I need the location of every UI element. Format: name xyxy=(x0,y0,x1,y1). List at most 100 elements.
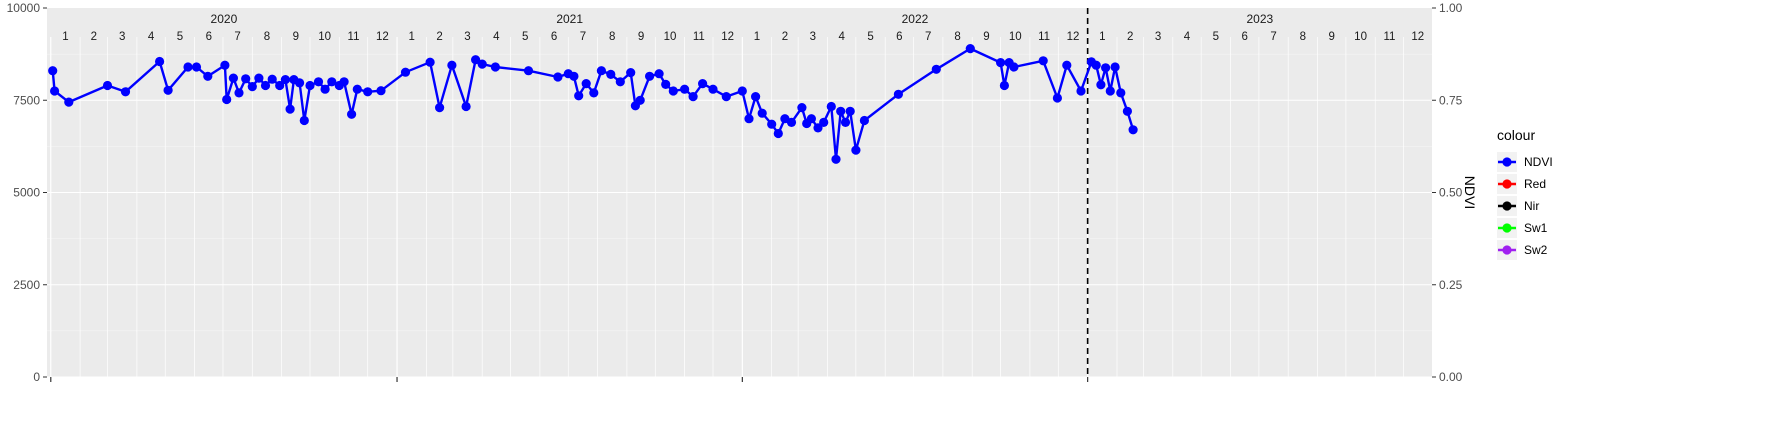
month-label: 8 xyxy=(609,31,615,43)
data-point xyxy=(1105,86,1115,96)
data-point xyxy=(845,106,855,116)
legend-item-red: Red xyxy=(1497,174,1546,194)
data-point xyxy=(569,71,579,81)
data-point xyxy=(744,114,754,124)
data-point xyxy=(50,86,60,96)
data-point xyxy=(275,80,285,91)
legend-key-point xyxy=(1502,179,1512,189)
data-point xyxy=(589,88,599,98)
data-point xyxy=(327,77,337,87)
data-point xyxy=(247,82,257,92)
data-point xyxy=(721,92,731,102)
data-point xyxy=(347,109,357,119)
month-label: 6 xyxy=(551,31,557,43)
data-point xyxy=(313,77,324,87)
data-point xyxy=(220,60,230,70)
data-point xyxy=(102,80,113,91)
month-label: 4 xyxy=(1184,31,1191,43)
data-point xyxy=(320,84,330,94)
data-point xyxy=(352,84,362,94)
data-point xyxy=(461,101,471,112)
data-point xyxy=(48,66,58,76)
y-right-tick-label: 0.75 xyxy=(1439,93,1463,107)
month-label: 5 xyxy=(522,31,528,43)
month-label: 11 xyxy=(1038,31,1050,43)
legend-item-nir: Nir xyxy=(1497,196,1539,216)
y-left-tick-label: 0 xyxy=(33,370,40,384)
month-label: 9 xyxy=(638,31,644,43)
y-right-tick-label: 0.00 xyxy=(1439,370,1463,384)
data-point xyxy=(931,64,941,74)
data-point xyxy=(581,79,591,89)
data-point xyxy=(523,66,534,76)
data-point xyxy=(1091,60,1101,70)
legend-key-point xyxy=(1502,223,1512,233)
data-point xyxy=(806,114,817,124)
data-point xyxy=(654,69,664,79)
data-point xyxy=(859,115,870,126)
month-label: 10 xyxy=(1354,31,1367,43)
data-point xyxy=(228,73,238,83)
month-label: 5 xyxy=(1213,31,1219,43)
data-point xyxy=(965,44,975,54)
year-label: 2023 xyxy=(1246,12,1273,26)
month-label: 5 xyxy=(867,31,873,43)
data-point xyxy=(813,123,823,133)
legend-key-point xyxy=(1502,157,1512,167)
year-label: 2021 xyxy=(556,12,583,26)
data-point xyxy=(826,101,836,112)
data-point xyxy=(1116,88,1126,98)
data-point xyxy=(553,72,563,82)
month-label: 7 xyxy=(234,31,240,43)
month-label: 11 xyxy=(1383,31,1395,43)
y-left-tick-label: 2500 xyxy=(13,278,40,292)
data-point xyxy=(635,95,645,105)
month-label: 10 xyxy=(1009,31,1022,43)
data-point xyxy=(183,62,193,72)
legend-label: NDVI xyxy=(1524,155,1553,169)
data-point xyxy=(737,86,747,96)
month-label: 9 xyxy=(983,31,989,43)
legend-label: Red xyxy=(1524,177,1546,191)
data-point xyxy=(203,71,213,81)
month-label: 5 xyxy=(177,31,183,43)
series-layer xyxy=(48,8,1138,377)
data-point xyxy=(400,67,411,77)
data-point xyxy=(797,103,807,113)
data-point xyxy=(222,94,232,105)
data-point xyxy=(254,73,264,83)
data-point xyxy=(773,128,783,139)
data-point xyxy=(1062,60,1072,70)
month-label: 3 xyxy=(810,31,816,43)
data-point xyxy=(626,68,636,78)
legend: colour NDVI Red Nir Sw1 Sw2 xyxy=(1497,127,1553,260)
data-point xyxy=(574,91,584,101)
data-point xyxy=(698,79,708,89)
data-point xyxy=(680,84,690,94)
month-label: 8 xyxy=(954,31,960,43)
legend-label: Sw1 xyxy=(1524,221,1548,235)
month-label: 2 xyxy=(436,31,442,43)
axes: 0 2500 5000 7500 10000 0.00 0.25 0.50 0.75 1.00 ND… xyxy=(7,1,1478,384)
month-label: 3 xyxy=(1155,31,1161,43)
y-left-tick-label: 7500 xyxy=(13,93,40,107)
series-ndvi xyxy=(48,44,1138,164)
month-label: 6 xyxy=(206,31,212,43)
month-label: 2 xyxy=(1127,31,1133,43)
data-point xyxy=(996,58,1006,68)
data-point xyxy=(819,117,829,127)
month-label: 2 xyxy=(91,31,97,43)
data-point xyxy=(447,60,457,70)
y-right-axis-title: NDVI xyxy=(1462,176,1478,209)
data-point xyxy=(688,92,698,102)
month-label: 7 xyxy=(925,31,931,43)
strip-background xyxy=(47,8,1432,37)
legend-label: Sw2 xyxy=(1524,243,1548,257)
data-point xyxy=(120,87,131,97)
data-point xyxy=(339,77,349,87)
y-right-tick-label: 1.00 xyxy=(1439,1,1463,15)
legend-title: colour xyxy=(1497,127,1535,143)
data-point xyxy=(893,89,904,99)
data-point xyxy=(708,84,718,94)
data-point xyxy=(1052,93,1062,103)
